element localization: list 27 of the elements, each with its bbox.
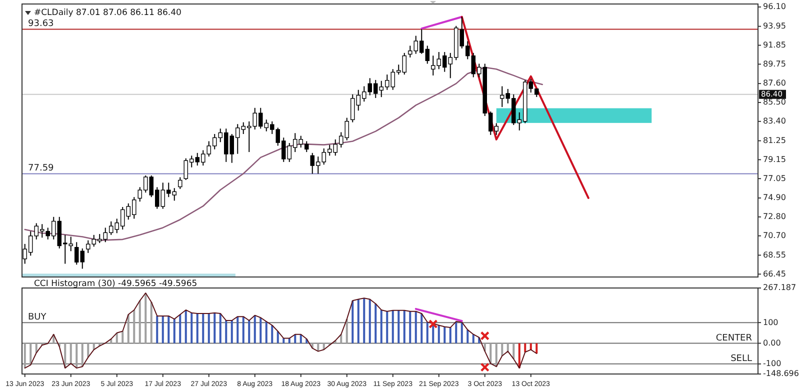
y-tick-label: 0.00 bbox=[763, 338, 781, 348]
y-tick-label: 72.80 bbox=[763, 212, 786, 222]
y-tick-label: 68.55 bbox=[763, 250, 786, 260]
y-tick-label: -100 bbox=[763, 359, 782, 368]
y-tick-label: 85.50 bbox=[763, 98, 786, 107]
y-tick-label: 74.90 bbox=[763, 193, 786, 202]
chart-title: CCI Histogram (30) -49.5965 -49.5965 bbox=[34, 279, 198, 289]
y-tick-label: 89.75 bbox=[763, 59, 786, 68]
text: #CLDaily 87.01 87.06 86.11 86.40 bbox=[34, 8, 182, 18]
y-tick-label: 96.10 bbox=[763, 2, 786, 12]
y-tick-label: 83.40 bbox=[763, 116, 786, 126]
y-tick-label: -148.696 bbox=[763, 369, 799, 378]
y-tick-label: 91.85 bbox=[763, 40, 786, 50]
y-tick-label: 93.95 bbox=[763, 22, 786, 31]
y-tick-label: 66.45 bbox=[763, 269, 786, 278]
y-tick-label: 79.15 bbox=[763, 154, 786, 164]
ref-line-label: 77.59 bbox=[28, 164, 54, 174]
y-tick-label: 70.70 bbox=[763, 231, 786, 240]
y-tick-label: 87.60 bbox=[763, 78, 786, 88]
y-tick-label: 100 bbox=[763, 318, 778, 327]
ref-line-label: SELL bbox=[730, 354, 752, 364]
ref-line-label: CENTER bbox=[716, 333, 752, 344]
y-tick-label: 81.25 bbox=[763, 136, 786, 145]
y-tick-label: 77.05 bbox=[763, 174, 786, 183]
ref-line-label: BUY bbox=[28, 312, 47, 323]
ref-line-label: 93.63 bbox=[28, 19, 54, 30]
y-tick-label: 267.187 bbox=[763, 283, 796, 292]
